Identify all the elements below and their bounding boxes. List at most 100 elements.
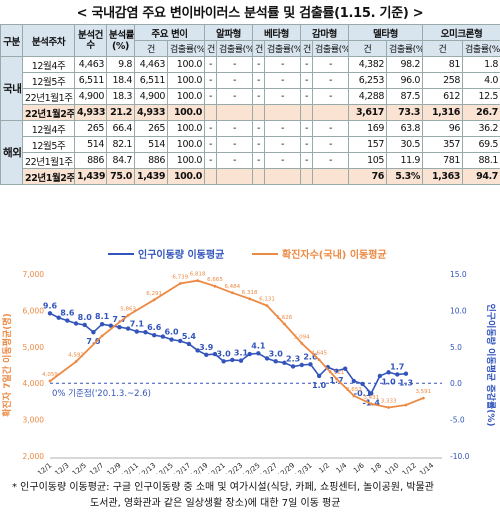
table-cell: - bbox=[204, 72, 217, 89]
table-cell: 4,900 bbox=[74, 88, 107, 105]
cases-data-point bbox=[213, 284, 217, 288]
table-cell: - bbox=[252, 72, 265, 89]
mobility-data-point bbox=[403, 371, 409, 376]
cases-data-point bbox=[178, 282, 182, 285]
table-cell bbox=[216, 104, 253, 121]
table-row: 12월5주 6,511 18.4 6,511 100.0- - - - - -6,253 96.0 2… bbox=[1, 72, 500, 89]
cases-data-label: 6,318 bbox=[242, 290, 258, 296]
cases-data-label: 3,333 bbox=[381, 398, 397, 404]
header-analysis-count: 분석건수 bbox=[74, 24, 107, 57]
cases-data-point bbox=[352, 394, 356, 398]
y-left-tick-label: 2,000 bbox=[23, 452, 45, 461]
mobility-data-point bbox=[308, 362, 313, 367]
table-cell bbox=[264, 168, 301, 185]
mobility-data-point bbox=[395, 372, 400, 377]
table-cell: 886 bbox=[134, 152, 168, 169]
mobility-data-label: 8.6 bbox=[60, 309, 75, 318]
table-cell: - bbox=[252, 136, 265, 153]
cases-data-label: 5,094 bbox=[294, 334, 310, 340]
mobility-data-label: 8.0 bbox=[78, 313, 93, 322]
table-row: 국내 12월4주 4,463 9.8 4,463 100.0- - - - - -4,382 98.2… bbox=[0, 56, 500, 121]
table-cell: 4,288 bbox=[348, 88, 387, 105]
x-tick-label: 12/21 bbox=[206, 461, 227, 474]
chart-area: 2,000 3,000 4,000 5,000 6,000 7,000 -10.0 -5.0 0… bbox=[0, 238, 500, 474]
table-cell: 82.1 bbox=[106, 136, 135, 153]
cases-data-point bbox=[335, 377, 338, 381]
mobility-data-label: 5.4 bbox=[182, 332, 197, 341]
mobility-data-point bbox=[169, 337, 174, 342]
region-label: 국내 bbox=[0, 56, 23, 121]
table-row: 22년1월1주 4,900 18.3 4,900 100.0- - - - - -4,288 87.… bbox=[1, 88, 500, 105]
table-cell: 75.0 bbox=[106, 168, 135, 185]
week-cell: 22년1월2주 bbox=[22, 104, 75, 121]
table-cell: - bbox=[252, 88, 265, 105]
table-cell: - bbox=[252, 120, 265, 137]
table-cell: - bbox=[300, 120, 313, 137]
mobility-data-point bbox=[91, 330, 96, 335]
table-cell bbox=[264, 104, 301, 121]
x-tick-label: 1/10 bbox=[383, 461, 400, 474]
subheader-count: 건 bbox=[252, 40, 265, 57]
x-tick-label: 12/11 bbox=[119, 461, 140, 474]
subheader-count: 건 bbox=[348, 40, 387, 57]
x-tick-label: 1/14 bbox=[418, 461, 436, 474]
mobility-data-point bbox=[230, 357, 235, 363]
mobility-data-point bbox=[178, 338, 183, 344]
mobility-data-point bbox=[204, 352, 209, 358]
table-cell: - bbox=[252, 152, 265, 169]
table-cell: 98.2 bbox=[386, 56, 423, 73]
mobility-data-point bbox=[65, 318, 70, 323]
mobility-data-label: -0.1 bbox=[354, 389, 372, 398]
week-cell: 22년1월2주 bbox=[22, 168, 75, 185]
mobility-data-point bbox=[351, 378, 357, 384]
week-cell: 22년1월1주 bbox=[22, 152, 75, 169]
region-label: 해외 bbox=[0, 120, 23, 185]
table-cell bbox=[312, 168, 349, 185]
cases-data-point bbox=[196, 279, 199, 283]
x-tick-label: 12/31 bbox=[293, 461, 314, 474]
legend-mobility: 인구이동량 이동평균 bbox=[108, 246, 224, 261]
table-cell: 1,439 bbox=[134, 168, 168, 185]
table-cell: - bbox=[312, 56, 349, 73]
table-cell: 886 bbox=[74, 152, 107, 169]
y-left-axis-title: 확진자 7일간 이동평균(명) bbox=[1, 313, 13, 417]
table-cell: - bbox=[264, 72, 301, 89]
cases-data-label: 3,431 bbox=[363, 395, 379, 401]
table-cell: - bbox=[300, 136, 313, 153]
subheader-rate: 검출률(%) bbox=[167, 40, 205, 57]
table-cell: 94.7 bbox=[461, 168, 500, 185]
mobility-data-point bbox=[290, 364, 296, 369]
legend-mobility-swatch bbox=[108, 252, 134, 255]
header-week: 분석주차 bbox=[22, 24, 75, 57]
table-cell: 100.0 bbox=[167, 136, 205, 153]
mobility-data-point bbox=[369, 391, 374, 396]
mobility-data-point bbox=[82, 322, 87, 328]
legend-cases: 확진자수(국내) 이동평균 bbox=[252, 246, 387, 261]
legend-mobility-label: 인구이동량 이동평균 bbox=[138, 250, 225, 261]
header-analysis-rate: 분석률 (%) bbox=[106, 24, 135, 57]
table-cell: 1,363 bbox=[422, 168, 463, 185]
table-cell: - bbox=[300, 56, 313, 73]
cases-data-label: 6,818 bbox=[190, 272, 206, 278]
table-cell bbox=[204, 104, 217, 121]
cases-data-point bbox=[265, 304, 269, 308]
table-cell bbox=[300, 168, 313, 185]
table-row: 22년1월1주 886 84.7 886 100.0- - - - - -105 11.9 781 88… bbox=[1, 152, 500, 169]
mobility-data-label: 1.3 bbox=[399, 379, 413, 388]
table-row: 12월5주 514 82.1 514 100.0- - - - - -157 30.5 357 69.5 bbox=[1, 136, 500, 153]
mobility-data-label: 8.1 bbox=[95, 312, 110, 321]
table-cell: 258 bbox=[422, 72, 463, 89]
table-cell: 514 bbox=[134, 136, 168, 153]
table-cell: 612 bbox=[422, 88, 463, 105]
table-cell: 63.8 bbox=[386, 120, 423, 137]
mobility-data-label: 3.1 bbox=[234, 349, 249, 358]
subheader-rate: 검출률(%) bbox=[312, 40, 349, 57]
cases-data-point bbox=[369, 402, 373, 406]
mobility-data-label: 7.7 bbox=[112, 315, 126, 324]
cases-data-point bbox=[230, 291, 234, 295]
cases-data-label: 4,645 bbox=[311, 351, 327, 357]
x-tick-label: 12/1 bbox=[36, 461, 53, 474]
table-cell: 169 bbox=[348, 120, 387, 137]
table-cell: - bbox=[216, 152, 253, 169]
table-cell: - bbox=[216, 88, 253, 105]
